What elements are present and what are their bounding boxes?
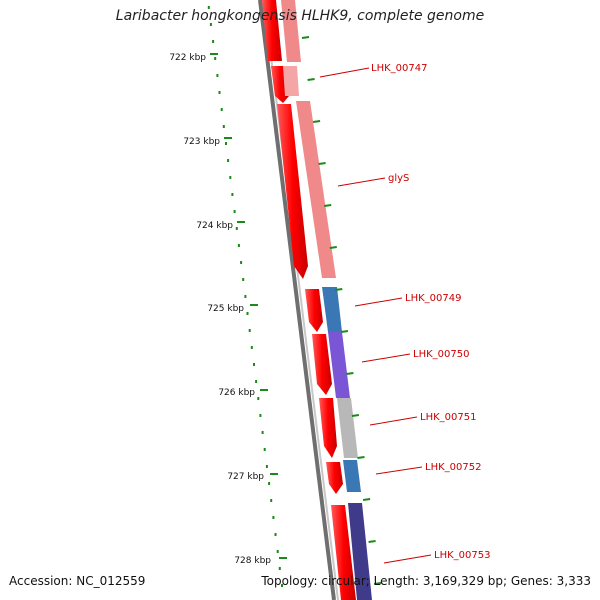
gc-dot xyxy=(220,108,223,111)
minor-tick xyxy=(351,414,360,417)
gc-dot xyxy=(274,533,277,536)
feature-block-lhk-00753[interactable] xyxy=(348,503,372,600)
gc-dot xyxy=(237,244,240,247)
minor-tick-track xyxy=(301,36,382,585)
leader-line-lhk-00749 xyxy=(354,297,403,307)
gc-dot xyxy=(233,210,236,213)
gene-arrow-cds-1[interactable] xyxy=(262,0,282,61)
minor-tick xyxy=(318,162,326,165)
gc-dot xyxy=(244,295,247,298)
gc-dot xyxy=(229,176,232,179)
accession-text: Accession: NC_012559 xyxy=(9,574,146,588)
minor-tick xyxy=(357,456,365,459)
gene-arrow-lhk-00751[interactable] xyxy=(319,398,337,458)
feature-block-lhk-00749[interactable] xyxy=(322,287,342,332)
gc-dot xyxy=(214,57,217,60)
gc-dotted-track xyxy=(207,6,283,587)
feature-block-lhk-00750[interactable] xyxy=(328,332,350,398)
gc-dot xyxy=(222,125,225,128)
ruler: 722 kbp 723 kbp 724 kbp 725 kbp 726 kbp … xyxy=(169,53,287,566)
gene-label-glys[interactable]: glyS xyxy=(388,173,409,184)
feature-block-lhk-00751[interactable] xyxy=(337,398,358,458)
gc-dot xyxy=(235,227,238,230)
minor-tick xyxy=(340,330,349,333)
gc-dot xyxy=(227,159,230,162)
leader-line-glys xyxy=(337,177,386,187)
ruler-tick-label-726: 726 kbp xyxy=(218,388,255,398)
gc-dot xyxy=(231,193,234,196)
gc-dot xyxy=(240,261,243,264)
leader-line-lhk-00747 xyxy=(319,67,370,78)
gc-dot xyxy=(278,567,281,570)
leader-line-lhk-00753 xyxy=(383,554,432,564)
leader-line-lhk-00752 xyxy=(375,466,423,475)
genome-backbone xyxy=(258,0,339,600)
gene-arrow-lhk-00750[interactable] xyxy=(312,334,332,395)
gc-dot xyxy=(263,448,266,451)
ruler-tick-label-723: 723 kbp xyxy=(183,137,220,147)
minor-tick xyxy=(335,288,343,291)
gc-dot xyxy=(209,23,212,26)
gc-dot xyxy=(257,397,260,400)
gc-dot xyxy=(259,414,262,417)
gene-arrow-lhk-00753[interactable] xyxy=(331,505,356,600)
feature-block-glys[interactable] xyxy=(296,101,336,278)
ruler-tick-label-724: 724 kbp xyxy=(196,221,233,231)
gc-dot xyxy=(212,40,215,43)
gc-dot xyxy=(207,6,210,9)
feature-block-cds-1[interactable] xyxy=(281,0,301,62)
minor-tick xyxy=(301,36,310,39)
ruler-tick-label-728: 728 kbp xyxy=(234,556,271,566)
minor-tick xyxy=(312,120,321,123)
gene-label-lhk-00753[interactable]: LHK_00753 xyxy=(434,550,490,561)
leader-line-lhk-00751 xyxy=(369,416,418,426)
gc-dot xyxy=(255,380,258,383)
gene-label-lhk-00751[interactable]: LHK_00751 xyxy=(420,412,476,423)
gene-arrow-glys[interactable] xyxy=(277,104,308,279)
feature-block-lhk-00747[interactable] xyxy=(283,66,299,96)
gene-label-lhk-00747[interactable]: LHK_00747 xyxy=(371,63,427,74)
gc-dot xyxy=(218,91,221,94)
minor-tick xyxy=(362,498,371,501)
gc-dot xyxy=(216,74,219,77)
gc-dot xyxy=(272,516,275,519)
gene-labels: LHK_00747 glyS LHK_00749 LHK_00750 LHK_0… xyxy=(319,63,490,564)
ruler-tick-label-725: 725 kbp xyxy=(207,304,244,314)
gc-dot xyxy=(225,142,227,145)
minor-tick xyxy=(324,204,332,207)
gene-arrow-lhk-00752[interactable] xyxy=(326,462,343,494)
gc-dot xyxy=(281,584,283,587)
gc-dot xyxy=(250,346,253,349)
ruler-tick-label-727: 727 kbp xyxy=(227,472,264,482)
minor-tick xyxy=(307,78,315,81)
minor-tick xyxy=(368,540,376,543)
gc-dot xyxy=(268,482,271,485)
gc-dot xyxy=(270,499,273,502)
gc-dot xyxy=(276,550,279,553)
forward-strand-track xyxy=(262,0,356,600)
feature-block-lhk-00752[interactable] xyxy=(343,460,361,492)
gc-dot xyxy=(248,329,251,332)
ruler-tick-label-722: 722 kbp xyxy=(169,53,206,63)
gc-dot xyxy=(261,431,264,434)
minor-tick xyxy=(373,582,382,585)
gc-dot xyxy=(265,465,268,468)
gene-label-lhk-00750[interactable]: LHK_00750 xyxy=(413,349,469,360)
feature-track xyxy=(281,0,372,600)
map-title: Laribacter hongkongensis HLHK9, complete… xyxy=(115,8,485,24)
gene-label-lhk-00749[interactable]: LHK_00749 xyxy=(405,293,461,304)
gene-arrow-lhk-00749[interactable] xyxy=(305,289,323,332)
leader-line-lhk-00750 xyxy=(361,353,411,363)
gene-label-lhk-00752[interactable]: LHK_00752 xyxy=(425,462,481,473)
gc-dot xyxy=(246,312,249,315)
genome-summary-text: Topology: circular; Length: 3,169,329 bp… xyxy=(261,574,591,588)
minor-tick xyxy=(346,372,354,375)
gc-dot xyxy=(242,278,245,281)
gc-dot xyxy=(253,363,255,366)
minor-tick xyxy=(329,246,337,249)
